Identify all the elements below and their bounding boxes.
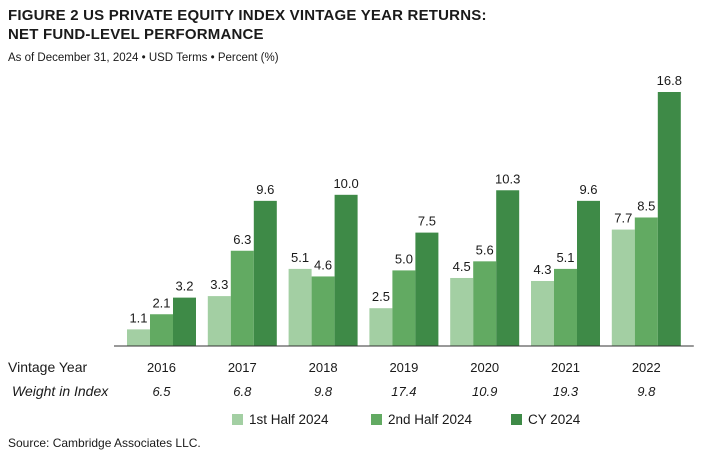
bar-2022-series-2	[634, 217, 658, 346]
value-label-2022-series-2: 8.5	[637, 198, 655, 213]
category-label-2019: 2019	[389, 360, 418, 375]
weight-label-2019: 17.4	[391, 384, 416, 399]
value-label-2019-series-1: 2.5	[372, 289, 390, 304]
bar-2020-series-1	[450, 277, 474, 346]
weight-label-2016: 6.5	[152, 384, 171, 399]
category-labels-layer: 2016 2017 2018 2019 2020 2021 2022	[147, 360, 661, 375]
category-label-2018: 2018	[309, 360, 338, 375]
value-label-2017-series-3: 9.6	[256, 182, 274, 197]
bar-2016-series-1	[127, 329, 150, 346]
legend-swatch-2	[371, 414, 382, 425]
bar-2017-series-2	[230, 250, 254, 346]
value-label-2021-series-1: 4.3	[533, 262, 551, 277]
value-label-2017-series-2: 6.3	[233, 232, 251, 247]
category-label-2016: 2016	[147, 360, 176, 375]
bar-2020-series-2	[473, 261, 497, 346]
bar-2022-series-1	[611, 229, 635, 346]
value-label-2020-series-1: 4.5	[453, 259, 471, 274]
value-label-2019-series-3: 7.5	[418, 214, 436, 229]
category-label-2017: 2017	[228, 360, 257, 375]
value-label-2018-series-2: 4.6	[314, 257, 332, 272]
bar-2018-series-3	[334, 194, 358, 346]
weight-label-2018: 9.8	[314, 384, 333, 399]
bar-2019-series-1	[369, 308, 393, 346]
bar-2020-series-3	[496, 190, 520, 346]
bar-2021-series-3	[577, 200, 600, 346]
bars-layer	[127, 92, 681, 346]
chart-title: FIGURE 2 US PRIVATE EQUITY INDEX VINTAGE…	[8, 6, 487, 44]
value-labels-layer: 1.1 2.1 3.2 3.3 6.3 9.6 5.1 4.6 10.0 2.5 5.0 7.5 4.5…	[129, 73, 681, 325]
category-label-2022: 2022	[632, 360, 661, 375]
weight-label-2021: 19.3	[553, 384, 579, 399]
bar-2019-series-2	[392, 270, 416, 346]
legend-label-2: 2nd Half 2024	[388, 412, 473, 427]
value-label-2022-series-1: 7.7	[614, 211, 632, 226]
value-label-2016-series-1: 1.1	[129, 310, 147, 325]
weight-row-label: Weight in Index	[12, 383, 109, 399]
weight-labels-layer: 6.5 6.8 9.8 17.4 10.9 19.3 9.8	[152, 384, 656, 399]
source-note: Source: Cambridge Associates LLC.	[8, 436, 201, 450]
bar-2017-series-3	[253, 200, 277, 346]
weight-label-2017: 6.8	[233, 384, 252, 399]
value-label-2018-series-1: 5.1	[291, 250, 309, 265]
value-label-2022-series-3: 16.8	[657, 73, 682, 88]
value-label-2016-series-3: 3.2	[175, 279, 193, 294]
chart-subtitle: As of December 31, 2024 • USD Terms • Pe…	[8, 52, 279, 64]
bar-2022-series-3	[657, 92, 681, 346]
bar-2021-series-2	[554, 268, 577, 346]
legend-label-1: 1st Half 2024	[249, 412, 329, 427]
vintage-year-row-label: Vintage Year	[8, 359, 87, 375]
value-label-2016-series-2: 2.1	[152, 295, 170, 310]
bar-2017-series-1	[207, 296, 231, 346]
bar-2018-series-1	[288, 268, 312, 346]
value-label-2020-series-2: 5.6	[476, 242, 494, 257]
value-label-2018-series-3: 10.0	[333, 176, 358, 191]
title-line-2: NET FUND-LEVEL PERFORMANCE	[8, 26, 264, 43]
value-label-2019-series-2: 5.0	[395, 251, 413, 266]
bar-2019-series-3	[415, 232, 439, 346]
weight-label-2020: 10.9	[472, 384, 497, 399]
category-label-2021: 2021	[551, 360, 580, 375]
weight-label-2022: 9.8	[637, 384, 656, 399]
legend-swatch-3	[511, 414, 522, 425]
legend-swatch-1	[232, 414, 243, 425]
value-label-2017-series-1: 3.3	[210, 277, 228, 292]
legend-label-3: CY 2024	[528, 412, 581, 427]
value-label-2021-series-2: 5.1	[556, 250, 574, 265]
value-label-2021-series-3: 9.6	[579, 182, 597, 197]
bar-2016-series-2	[150, 314, 173, 346]
category-label-2020: 2020	[470, 360, 499, 375]
value-label-2020-series-3: 10.3	[495, 171, 520, 186]
legend: 1st Half 2024 2nd Half 2024 CY 2024	[232, 412, 581, 427]
title-line-1: FIGURE 2 US PRIVATE EQUITY INDEX VINTAGE…	[8, 7, 487, 24]
bar-2016-series-3	[173, 297, 196, 346]
bar-2021-series-1	[531, 280, 554, 346]
bar-2018-series-2	[311, 276, 335, 346]
